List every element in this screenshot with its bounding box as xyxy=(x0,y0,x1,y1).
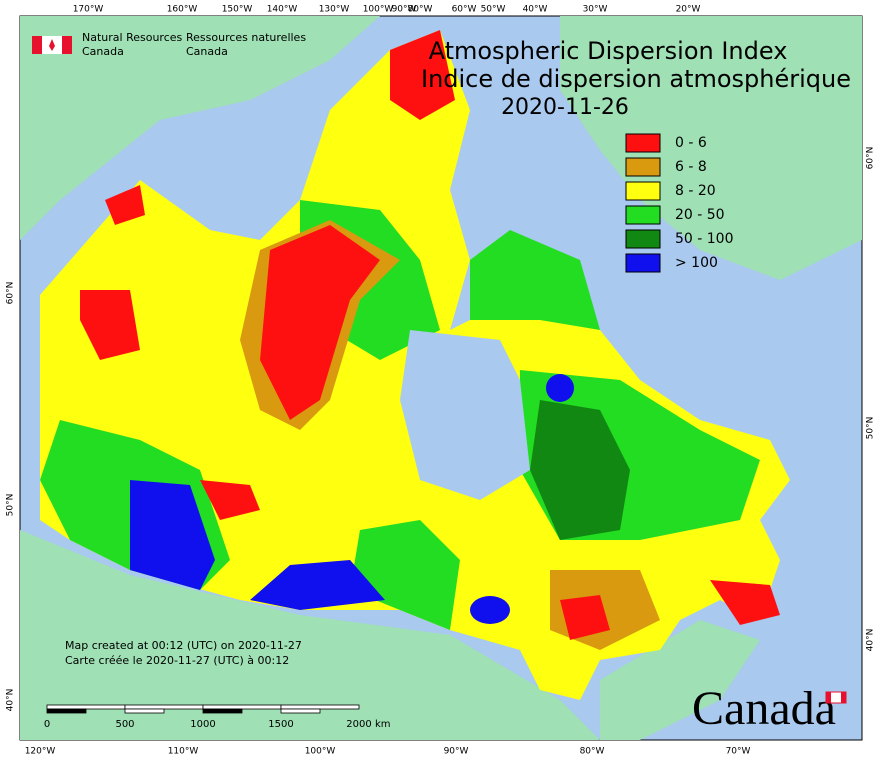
zone-blue xyxy=(546,374,574,402)
scale-label: 500 xyxy=(115,719,134,730)
legend-swatch xyxy=(625,133,661,153)
lat-label: 50°N xyxy=(866,417,876,440)
greenland xyxy=(560,16,862,280)
zone-red xyxy=(710,580,780,625)
scale-label: 1000 xyxy=(190,719,215,730)
scale-segment xyxy=(124,708,165,714)
zone-blue xyxy=(470,596,510,624)
lon-label: 160°W xyxy=(167,5,198,15)
zone-green xyxy=(350,520,460,630)
lat-label: 40°N xyxy=(866,629,876,652)
usa-east xyxy=(600,620,760,740)
scale-segment xyxy=(46,708,87,714)
zone-red xyxy=(105,185,145,225)
scale-segment xyxy=(202,704,282,710)
lon-label: 90°W xyxy=(444,747,469,757)
foreign-land xyxy=(20,16,862,740)
lon-label: 140°W xyxy=(267,5,298,15)
lon-label: 40°W xyxy=(523,5,548,15)
org-fr: Canada xyxy=(186,45,228,58)
scale-label: 0 xyxy=(44,719,50,730)
title: Atmospheric Dispersion Index xyxy=(429,37,788,65)
usa xyxy=(20,530,600,740)
lon-label: 20°W xyxy=(676,5,701,15)
legend-label: 8 - 20 xyxy=(675,183,716,199)
overlay: Natural Resources Canada Ressources natu… xyxy=(6,5,876,757)
lon-label: 50°W xyxy=(481,5,506,15)
canada-index xyxy=(40,30,790,700)
scale-segment xyxy=(46,704,126,710)
lat-label: 60°N xyxy=(866,147,876,170)
scale-label: 1500 xyxy=(268,719,293,730)
legend-swatch xyxy=(625,253,661,273)
zone-blue xyxy=(130,480,215,590)
wordmark-flag-bar xyxy=(826,692,831,703)
lon-label: 100°W xyxy=(305,747,336,757)
lat-label: 50°N xyxy=(6,494,16,517)
flag-bar xyxy=(62,36,72,54)
lon-label: 60°W xyxy=(452,5,477,15)
lon-label: 150°W xyxy=(222,5,253,15)
zone-red xyxy=(200,480,260,520)
note: Carte créée le 2020-11-27 (UTC) à 00:12 xyxy=(65,654,289,667)
scale-unit: km xyxy=(375,719,391,730)
lon-label: 120°W xyxy=(25,747,56,757)
org-en: Natural Resources xyxy=(82,31,183,44)
wordmark: Canada xyxy=(692,682,836,735)
lon-label: 70°W xyxy=(726,747,751,757)
scale-label: 2000 xyxy=(346,719,371,730)
zone-green xyxy=(470,230,600,330)
zone-dark-green xyxy=(530,400,630,540)
scale-segment xyxy=(124,704,204,710)
lon-label: 110°W xyxy=(168,747,199,757)
lon-label: 90°W xyxy=(392,5,417,15)
org-fr: Ressources naturelles xyxy=(186,31,306,44)
scale-segment xyxy=(280,708,321,714)
siberia xyxy=(20,16,380,240)
legend-swatch xyxy=(625,181,661,201)
title: Indice de dispersion atmosphérique xyxy=(421,65,851,93)
lon-label: 30°W xyxy=(583,5,608,15)
legend-label: > 100 xyxy=(675,255,718,271)
zone-blue xyxy=(250,560,385,610)
legend-label: 20 - 50 xyxy=(675,207,725,223)
scale-segment xyxy=(202,708,243,714)
flag-leaf xyxy=(49,39,55,51)
legend-label: 50 - 100 xyxy=(675,231,734,247)
wordmark-flag-bar xyxy=(841,692,846,703)
legend-label: 0 - 6 xyxy=(675,135,707,151)
org-en: Canada xyxy=(82,45,124,58)
lon-label: 170°W xyxy=(73,5,104,15)
lat-label: 60°N xyxy=(6,282,16,305)
flag-bar xyxy=(32,36,42,54)
lon-label: 130°W xyxy=(319,5,350,15)
date: 2020-11-26 xyxy=(501,95,629,120)
legend-swatch xyxy=(625,229,661,249)
zone-red xyxy=(80,290,140,360)
legend-label: 6 - 8 xyxy=(675,159,707,175)
lon-label: 80°W xyxy=(580,747,605,757)
hudson-bay xyxy=(400,330,530,500)
zone-red xyxy=(560,595,610,640)
lon-label: 100°W xyxy=(363,5,394,15)
lat-label: 40°N xyxy=(6,689,16,712)
note: Map created at 00:12 (UTC) on 2020-11-27 xyxy=(65,639,302,652)
zone-red xyxy=(260,225,380,420)
zone-red xyxy=(390,30,455,120)
lon-label: 80°W xyxy=(408,5,433,15)
scale-segment xyxy=(280,704,360,710)
legend-swatch xyxy=(625,205,661,225)
legend-swatch xyxy=(625,157,661,177)
